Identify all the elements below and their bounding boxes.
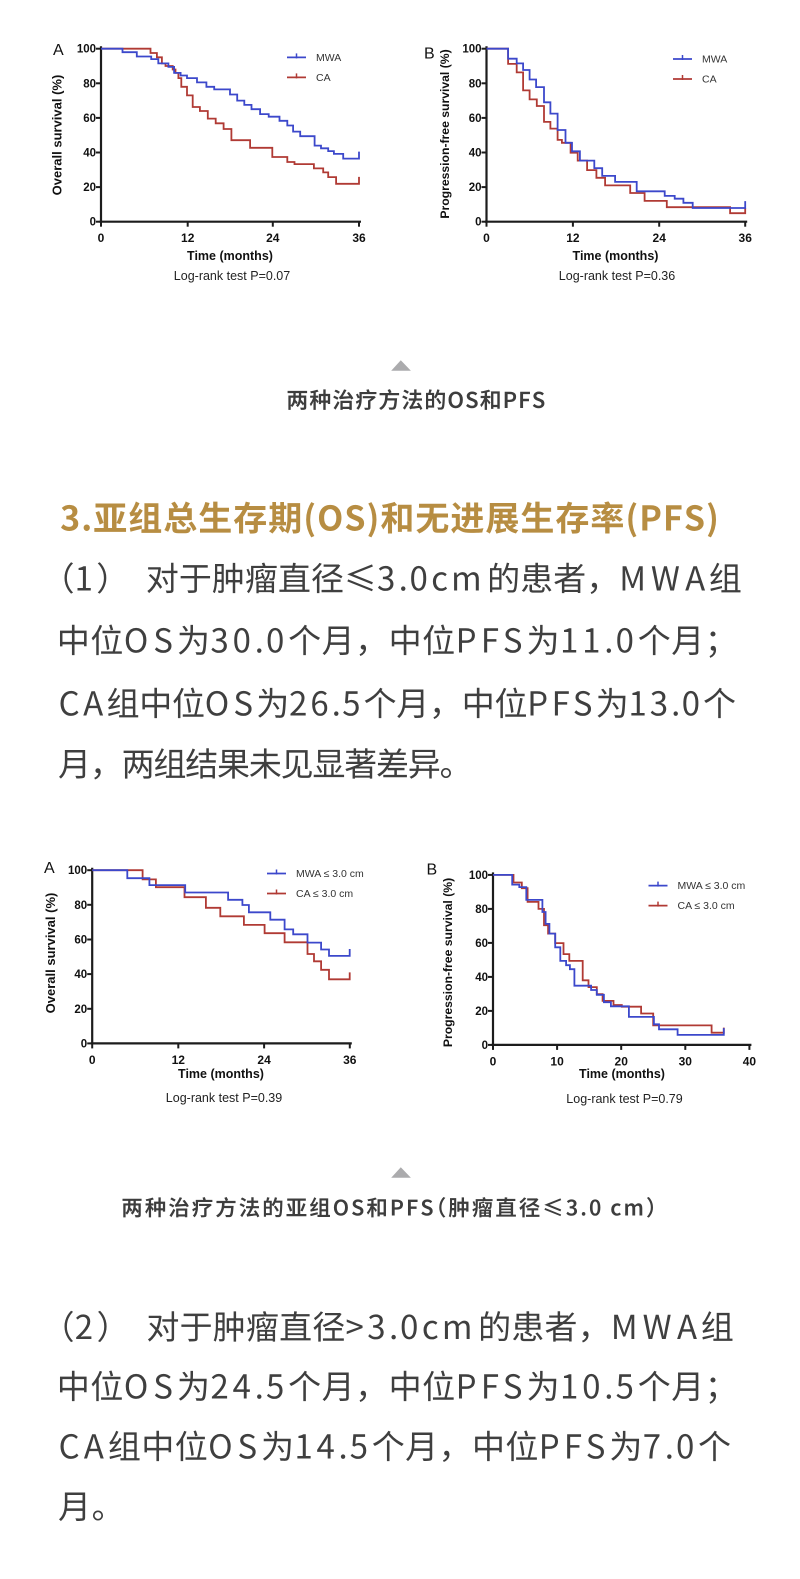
svg-text:24: 24 <box>266 231 280 245</box>
svg-text:CA ≤ 3.0 cm: CA ≤ 3.0 cm <box>296 888 353 900</box>
svg-text:0: 0 <box>90 217 96 229</box>
svg-text:CA: CA <box>702 74 717 86</box>
svg-text:0: 0 <box>81 1038 87 1050</box>
svg-text:20: 20 <box>469 182 482 194</box>
svg-text:60: 60 <box>74 935 87 947</box>
svg-text:60: 60 <box>83 113 96 125</box>
svg-text:12: 12 <box>181 231 195 245</box>
svg-text:12: 12 <box>172 1053 186 1067</box>
svg-text:Log-rank test P=0.79: Log-rank test P=0.79 <box>566 1092 682 1106</box>
svg-text:24: 24 <box>653 231 667 245</box>
svg-text:100: 100 <box>469 870 488 882</box>
svg-text:A: A <box>53 42 64 59</box>
svg-text:0: 0 <box>475 217 481 229</box>
svg-text:MWA ≤ 3.0 cm: MWA ≤ 3.0 cm <box>296 868 364 880</box>
svg-text:12: 12 <box>566 231 580 245</box>
svg-text:Time (months): Time (months) <box>178 1067 264 1081</box>
svg-text:36: 36 <box>343 1053 357 1067</box>
svg-text:80: 80 <box>469 78 482 90</box>
svg-text:Time (months): Time (months) <box>579 1067 665 1081</box>
svg-text:Time (months): Time (months) <box>187 249 273 263</box>
svg-text:MWA: MWA <box>316 52 341 64</box>
svg-text:Progression-free survival (%): Progression-free survival (%) <box>438 49 452 218</box>
svg-text:20: 20 <box>615 1054 629 1068</box>
svg-text:Log-rank test P=0.36: Log-rank test P=0.36 <box>559 269 675 283</box>
svg-text:MWA: MWA <box>702 54 727 66</box>
svg-text:0: 0 <box>98 231 105 245</box>
svg-text:Time (months): Time (months) <box>573 249 659 263</box>
svg-text:24: 24 <box>257 1053 271 1067</box>
svg-text:40: 40 <box>743 1054 757 1068</box>
svg-text:80: 80 <box>83 78 96 90</box>
svg-text:Progression-free survival (%): Progression-free survival (%) <box>441 878 455 1047</box>
svg-text:10: 10 <box>550 1054 564 1068</box>
svg-text:B: B <box>424 46 435 63</box>
svg-text:Log-rank test P=0.39: Log-rank test P=0.39 <box>166 1091 282 1105</box>
svg-text:100: 100 <box>77 44 96 56</box>
svg-text:100: 100 <box>68 865 87 877</box>
svg-text:60: 60 <box>469 113 482 125</box>
svg-text:100: 100 <box>462 44 481 56</box>
svg-text:MWA ≤ 3.0 cm: MWA ≤ 3.0 cm <box>678 880 746 892</box>
svg-text:60: 60 <box>475 938 488 950</box>
svg-text:20: 20 <box>475 1006 488 1018</box>
svg-text:80: 80 <box>475 904 488 916</box>
svg-text:80: 80 <box>74 900 87 912</box>
svg-text:40: 40 <box>475 972 488 984</box>
svg-text:20: 20 <box>74 1004 87 1016</box>
svg-text:CA ≤ 3.0 cm: CA ≤ 3.0 cm <box>678 900 735 912</box>
svg-text:20: 20 <box>83 182 96 194</box>
svg-text:0: 0 <box>490 1054 497 1068</box>
svg-text:CA: CA <box>316 72 331 84</box>
svg-text:Overall survival (%): Overall survival (%) <box>50 75 65 196</box>
svg-text:40: 40 <box>83 148 96 160</box>
svg-text:Log-rank test P=0.07: Log-rank test P=0.07 <box>174 269 290 283</box>
svg-text:30: 30 <box>679 1054 693 1068</box>
svg-text:0: 0 <box>482 1040 488 1052</box>
svg-text:0: 0 <box>89 1053 96 1067</box>
svg-text:Overall survival (%): Overall survival (%) <box>43 893 58 1014</box>
svg-text:36: 36 <box>739 231 753 245</box>
svg-text:40: 40 <box>469 148 482 160</box>
svg-text:B: B <box>427 862 438 879</box>
svg-text:A: A <box>44 860 55 877</box>
svg-text:40: 40 <box>74 969 87 981</box>
svg-text:0: 0 <box>483 231 490 245</box>
svg-text:36: 36 <box>352 231 366 245</box>
